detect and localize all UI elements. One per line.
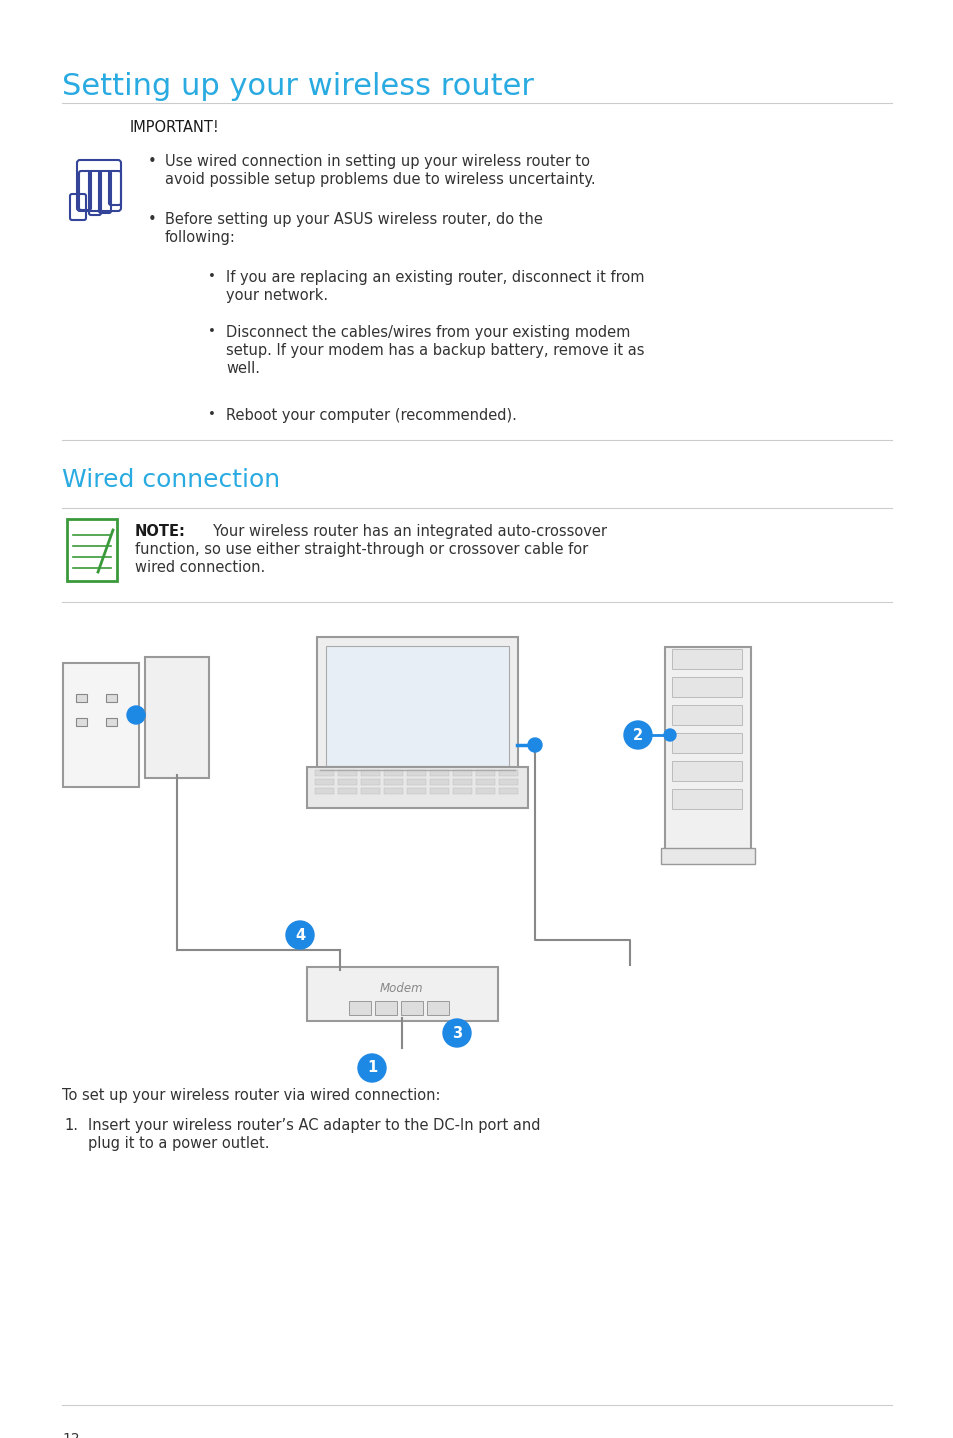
FancyBboxPatch shape [476, 779, 495, 785]
FancyBboxPatch shape [360, 779, 380, 785]
FancyBboxPatch shape [406, 779, 426, 785]
FancyBboxPatch shape [316, 637, 517, 774]
FancyBboxPatch shape [498, 788, 517, 794]
FancyBboxPatch shape [453, 788, 472, 794]
Text: Disconnect the cables/wires from your existing modem: Disconnect the cables/wires from your ex… [226, 325, 630, 339]
FancyBboxPatch shape [326, 646, 509, 766]
FancyBboxPatch shape [429, 769, 449, 777]
FancyBboxPatch shape [671, 761, 741, 781]
FancyBboxPatch shape [63, 663, 139, 787]
FancyBboxPatch shape [660, 848, 754, 864]
Text: Wired connection: Wired connection [62, 467, 280, 492]
FancyBboxPatch shape [76, 718, 88, 726]
FancyBboxPatch shape [383, 779, 403, 785]
FancyBboxPatch shape [476, 769, 495, 777]
Text: •: • [208, 270, 215, 283]
Text: •: • [208, 408, 215, 421]
FancyBboxPatch shape [337, 788, 357, 794]
Text: 4: 4 [294, 928, 305, 942]
FancyBboxPatch shape [476, 788, 495, 794]
Text: plug it to a power outlet.: plug it to a power outlet. [88, 1136, 269, 1150]
Circle shape [442, 1020, 471, 1047]
FancyBboxPatch shape [671, 705, 741, 725]
Text: 12: 12 [62, 1432, 79, 1438]
FancyBboxPatch shape [314, 769, 334, 777]
FancyBboxPatch shape [67, 519, 117, 581]
FancyBboxPatch shape [76, 693, 88, 702]
Text: 1.: 1. [64, 1117, 78, 1133]
Text: Setting up your wireless router: Setting up your wireless router [62, 72, 534, 101]
Circle shape [357, 1054, 386, 1081]
FancyBboxPatch shape [453, 769, 472, 777]
Circle shape [527, 738, 541, 752]
FancyBboxPatch shape [671, 789, 741, 810]
Text: •: • [148, 154, 156, 170]
FancyBboxPatch shape [314, 779, 334, 785]
Text: •: • [148, 211, 156, 227]
FancyBboxPatch shape [360, 769, 380, 777]
Text: avoid possible setup problems due to wireless uncertainty.: avoid possible setup problems due to wir… [165, 173, 595, 187]
FancyBboxPatch shape [671, 677, 741, 697]
Text: NOTE:: NOTE: [135, 523, 186, 539]
Text: To set up your wireless router via wired connection:: To set up your wireless router via wired… [62, 1089, 440, 1103]
Text: If you are replacing an existing router, disconnect it from: If you are replacing an existing router,… [226, 270, 644, 285]
FancyBboxPatch shape [337, 769, 357, 777]
Text: 3: 3 [452, 1025, 461, 1041]
Text: setup. If your modem has a backup battery, remove it as: setup. If your modem has a backup batter… [226, 344, 644, 358]
FancyBboxPatch shape [360, 788, 380, 794]
Circle shape [286, 920, 314, 949]
FancyBboxPatch shape [383, 788, 403, 794]
Text: wired connection.: wired connection. [135, 559, 265, 575]
FancyBboxPatch shape [314, 788, 334, 794]
FancyBboxPatch shape [427, 1001, 449, 1015]
FancyBboxPatch shape [664, 647, 750, 853]
FancyBboxPatch shape [429, 788, 449, 794]
FancyBboxPatch shape [498, 779, 517, 785]
FancyBboxPatch shape [349, 1001, 371, 1015]
Text: Modem: Modem [380, 982, 423, 995]
Text: Insert your wireless router’s AC adapter to the DC-In port and: Insert your wireless router’s AC adapter… [88, 1117, 540, 1133]
FancyBboxPatch shape [383, 769, 403, 777]
FancyBboxPatch shape [107, 693, 117, 702]
Text: 1: 1 [367, 1060, 376, 1076]
FancyBboxPatch shape [671, 733, 741, 754]
Text: function, so use either straight-through or crossover cable for: function, so use either straight-through… [135, 542, 588, 557]
Text: following:: following: [165, 230, 235, 244]
Text: your network.: your network. [226, 288, 328, 303]
Circle shape [663, 729, 676, 741]
FancyBboxPatch shape [429, 779, 449, 785]
Circle shape [127, 706, 145, 723]
FancyBboxPatch shape [307, 966, 497, 1021]
FancyBboxPatch shape [337, 779, 357, 785]
Text: well.: well. [226, 361, 260, 375]
FancyBboxPatch shape [498, 769, 517, 777]
FancyBboxPatch shape [406, 788, 426, 794]
Text: •: • [208, 325, 215, 338]
FancyBboxPatch shape [145, 657, 209, 778]
FancyBboxPatch shape [406, 769, 426, 777]
FancyBboxPatch shape [671, 649, 741, 669]
Text: Reboot your computer (recommended).: Reboot your computer (recommended). [226, 408, 517, 423]
Text: 2: 2 [632, 728, 642, 742]
Text: IMPORTANT!: IMPORTANT! [130, 119, 219, 135]
FancyBboxPatch shape [375, 1001, 396, 1015]
Text: Use wired connection in setting up your wireless router to: Use wired connection in setting up your … [165, 154, 589, 170]
FancyBboxPatch shape [107, 718, 117, 726]
Circle shape [623, 720, 651, 749]
Text: Your wireless router has an integrated auto-crossover: Your wireless router has an integrated a… [190, 523, 606, 539]
FancyBboxPatch shape [307, 766, 527, 808]
Text: Before setting up your ASUS wireless router, do the: Before setting up your ASUS wireless rou… [165, 211, 542, 227]
FancyBboxPatch shape [453, 779, 472, 785]
FancyBboxPatch shape [400, 1001, 422, 1015]
